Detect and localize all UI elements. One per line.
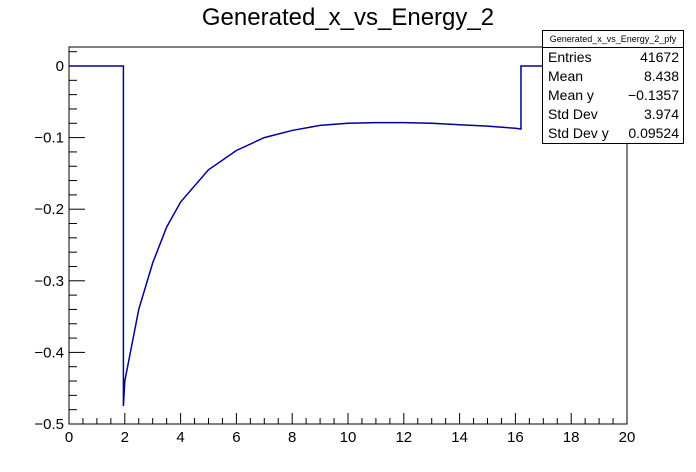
svg-text:0: 0 xyxy=(65,429,73,446)
svg-text:2: 2 xyxy=(121,429,129,446)
svg-text:8: 8 xyxy=(288,429,296,446)
svg-text:20: 20 xyxy=(619,429,636,446)
svg-text:6: 6 xyxy=(232,429,240,446)
data-line xyxy=(69,65,627,407)
svg-text:12: 12 xyxy=(395,429,412,446)
stats-row: Entries 41672 xyxy=(548,49,679,65)
svg-text:16: 16 xyxy=(507,429,524,446)
svg-text:0: 0 xyxy=(56,58,64,75)
svg-text:14: 14 xyxy=(451,429,468,446)
stats-row: Std Dev 3.974 xyxy=(548,106,679,122)
svg-text:−0.3: −0.3 xyxy=(34,273,64,290)
stats-row: Mean y −0.1357 xyxy=(548,87,679,103)
svg-text:18: 18 xyxy=(563,429,580,446)
chart-title: Generated_x_vs_Energy_2 xyxy=(201,4,495,31)
stats-box: Generated_x_vs_Energy_2_pfy Entries 41672… xyxy=(542,30,684,144)
axes: 0 2 4 6 8 10 12 14 16 18 20 0 −0.1 −0.2 −0.3 −0.4 −0.5 xyxy=(34,46,636,446)
svg-text:−0.1: −0.1 xyxy=(34,130,64,147)
stats-row: Mean 8.438 xyxy=(548,68,679,84)
svg-text:−0.4: −0.4 xyxy=(34,344,64,361)
stats-title: Generated_x_vs_Energy_2_pfy xyxy=(543,31,683,48)
stats-row: Std Dev y 0.09524 xyxy=(548,125,679,141)
svg-text:−0.2: −0.2 xyxy=(34,201,64,218)
svg-text:4: 4 xyxy=(176,429,184,446)
svg-text:−0.5: −0.5 xyxy=(34,416,64,433)
svg-text:10: 10 xyxy=(340,429,357,446)
